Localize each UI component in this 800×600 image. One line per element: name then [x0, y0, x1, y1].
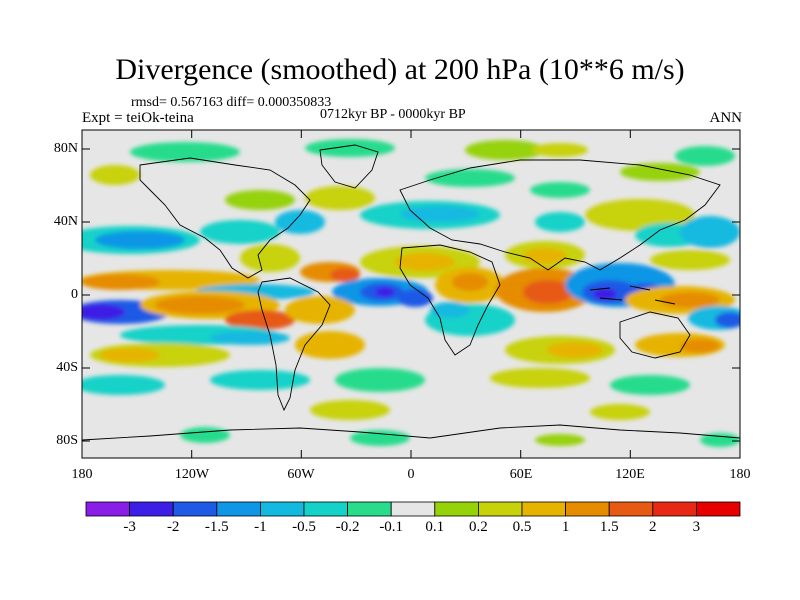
australia-coast — [619, 311, 691, 359]
africa-coast — [399, 244, 501, 356]
maritime-islands — [589, 285, 676, 305]
colorbar-swatch — [303, 501, 348, 517]
colorbar-label: -0.2 — [335, 519, 360, 535]
colorbar-label: 1 — [561, 519, 570, 535]
x-tick-label: 180 — [71, 467, 93, 482]
colorbar-swatch — [85, 501, 130, 517]
colorbar-swatch — [390, 501, 436, 517]
colorbar-swatch — [434, 501, 479, 517]
colorbar-swatch — [696, 501, 741, 517]
x-tick-label: 60E — [509, 467, 533, 482]
colorbar-label: -0.5 — [292, 519, 316, 535]
north-america-coast — [139, 157, 311, 279]
colorbar-swatch — [172, 501, 218, 517]
eurasia-coast — [399, 159, 721, 271]
divergence-field — [82, 139, 740, 447]
colorbar-swatch — [477, 501, 523, 517]
colorbar-swatch — [259, 501, 305, 517]
colorbar-label: 0.2 — [469, 519, 488, 535]
antarctica-coast — [82, 424, 740, 441]
colorbar-swatch — [216, 501, 261, 517]
colorbar-label: 3 — [692, 519, 701, 535]
y-tick-label: 0 — [71, 287, 78, 302]
experiment-label: Expt = teiOk-teina — [82, 110, 194, 126]
x-tick-label: 60W — [287, 467, 315, 482]
colorbar — [85, 501, 741, 517]
colorbar-label: -0.1 — [379, 519, 404, 535]
colorbar-label: 0.5 — [512, 519, 532, 535]
coastlines — [82, 144, 740, 441]
colorbar-swatch — [565, 501, 610, 517]
colorbar-label: -1.5 — [204, 519, 229, 535]
y-tick-label: 40N — [53, 214, 78, 229]
colorbar-label: -2 — [166, 519, 180, 535]
colorbar-swatch — [652, 501, 697, 517]
y-tick-label: 80S — [56, 433, 78, 448]
colorbar-label: -1 — [254, 519, 267, 535]
plot-title: Divergence (smoothed) at 200 hPa (10**6 … — [115, 53, 685, 86]
colorbar-label: 0.1 — [425, 519, 445, 535]
y-tick-label: 40S — [56, 360, 78, 375]
south-america-coast — [257, 277, 331, 412]
colorbar-label: -3 — [123, 519, 136, 535]
colorbar-label: 1.5 — [599, 519, 619, 535]
colorbar-swatch — [347, 501, 392, 517]
colorbar-swatch — [129, 501, 174, 517]
colorbar-swatch — [608, 501, 654, 517]
x-tick-label: 0 — [407, 467, 415, 482]
x-tick-label: 120W — [174, 467, 210, 482]
period-label: 0712kyr BP - 0000kyr BP — [320, 107, 466, 122]
x-tick-label: 120E — [615, 467, 645, 482]
season-label: ANN — [709, 110, 743, 126]
x-tick-label: 180 — [729, 467, 751, 482]
colorbar-label: 2 — [649, 519, 657, 535]
axis-ticks — [82, 130, 740, 458]
y-tick-label: 80N — [53, 141, 78, 156]
stats-text: rmsd= 0.567163 diff= 0.000350833 — [131, 95, 332, 110]
colorbar-swatch — [521, 501, 566, 517]
greenland-coast — [319, 144, 379, 189]
